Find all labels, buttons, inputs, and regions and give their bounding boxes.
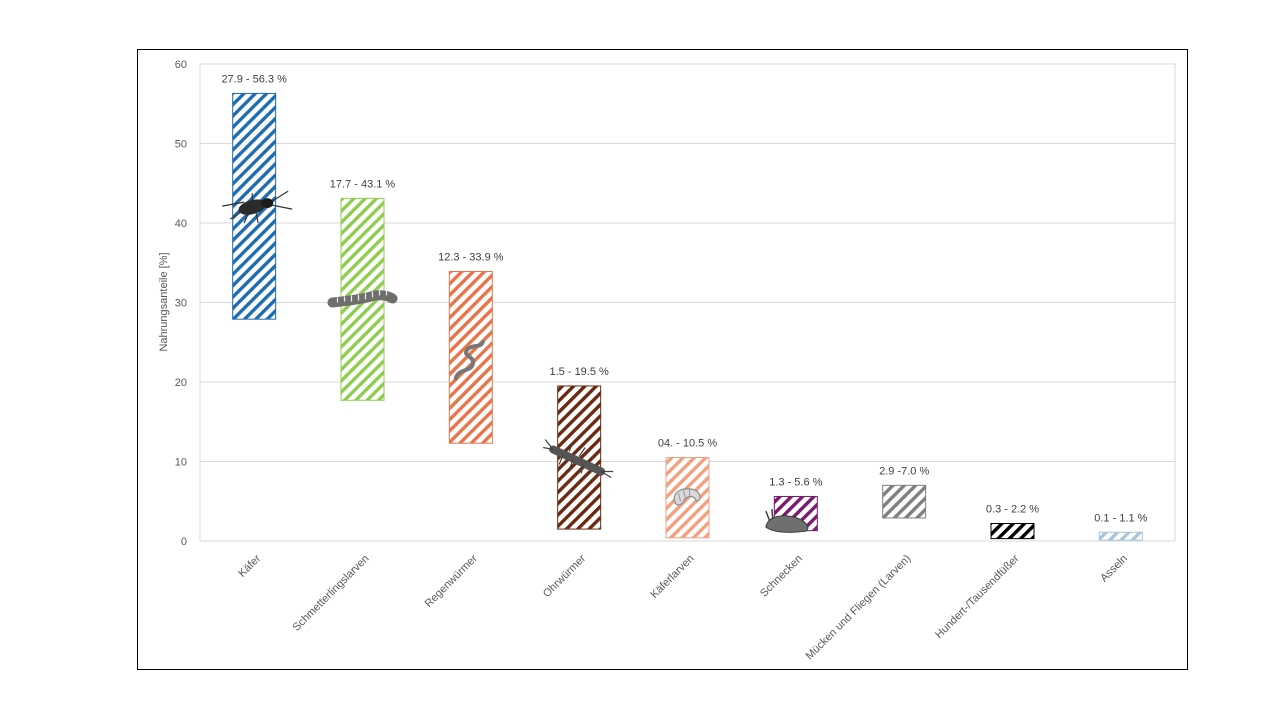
x-axis-categories: Käfer Schmetterlingslarven Regenwürmer Ohrw…: [236, 552, 1130, 662]
category-label: Schnecken: [758, 553, 805, 600]
category-label: Schmetterlingslarven: [291, 553, 372, 634]
caterpillar-icon: [327, 290, 398, 308]
category-label: Käferlarven: [648, 553, 696, 601]
data-label: 17.7 - 43.1 %: [330, 178, 396, 190]
insect-illustrations: [222, 190, 809, 533]
y-tick-label: 0: [181, 536, 187, 548]
y-tick-label: 60: [175, 59, 187, 71]
earwig-icon: [543, 439, 614, 479]
beetle-icon: [222, 190, 293, 224]
category-label: Regenwürmer: [423, 552, 481, 610]
data-label: 12.3 - 33.9 %: [438, 251, 504, 263]
data-label: 0.3 - 2.2 %: [986, 504, 1039, 516]
y-tick-label: 20: [175, 377, 187, 389]
y-tick-label: 40: [175, 218, 187, 230]
earthworm-icon: [453, 340, 485, 381]
range-bar-chart: 0 10 20 30 40 50 60 Nahrungsanteile [%] 27.9 -…: [158, 59, 1176, 662]
chart-area: 0 10 20 30 40 50 60 Nahrungsanteile [%] 27.9 -…: [137, 49, 1188, 670]
data-label: 04. - 10.5 %: [658, 438, 718, 450]
category-label: Käfer: [236, 552, 263, 579]
range-bar: [990, 523, 1035, 540]
category-label: Ohrwürmer: [541, 552, 589, 600]
category-label: Asseln: [1098, 553, 1130, 585]
range-bar: [1098, 531, 1143, 541]
y-tick-label: 50: [175, 139, 187, 151]
y-tick-label: 10: [175, 457, 187, 469]
y-tick-label: 30: [175, 298, 187, 310]
category-label: Mücken und Fliegen (Larven): [804, 553, 914, 663]
range-bar: [882, 484, 927, 519]
data-labels: 27.9 - 56.3 % 17.7 - 43.1 % 12.3 - 33.9 % 1…: [221, 73, 1147, 524]
y-axis-ticks: 0 10 20 30 40 50 60: [175, 59, 187, 548]
data-label: 0.1 - 1.1 %: [1094, 512, 1147, 524]
data-label: 27.9 - 56.3 %: [221, 73, 287, 85]
grub-icon: [673, 488, 701, 506]
slug-icon: [765, 509, 809, 533]
data-label: 1.3 - 5.6 %: [769, 476, 822, 488]
range-bar: [665, 457, 710, 539]
y-axis-title: Nahrungsanteile [%]: [158, 252, 170, 351]
category-label: Hundert-/Tausendfüßer: [933, 552, 1022, 641]
data-label: 1.5 - 19.5 %: [550, 366, 610, 378]
data-label: 2.9 -7.0 %: [879, 465, 929, 477]
range-bars: [232, 92, 1143, 541]
